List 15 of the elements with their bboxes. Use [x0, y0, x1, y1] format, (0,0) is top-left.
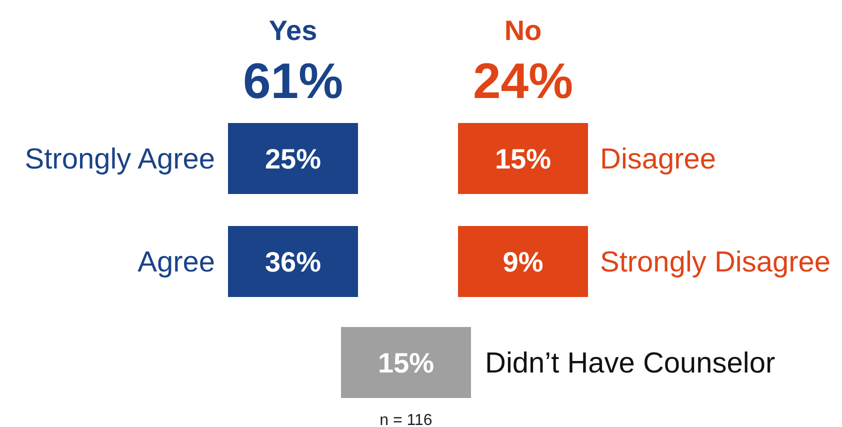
data-label: 15%: [378, 348, 434, 378]
data-label: 9%: [502, 246, 544, 278]
data-label: 15%: [494, 144, 552, 174]
data-label: 25%: [264, 144, 322, 174]
category-label: Agree: [138, 246, 215, 278]
category-label: Strongly Agree: [24, 144, 215, 176]
text: No: [504, 15, 542, 46]
text: 61%: [242, 53, 344, 109]
data-label: 36%: [264, 246, 322, 278]
text: Yes: [268, 15, 318, 46]
category-label: Strongly Disagree: [600, 246, 830, 278]
category-label: Disagree: [600, 144, 716, 176]
text: n = 116: [380, 412, 432, 427]
text: 24%: [472, 53, 574, 109]
category-label: Didn’t Have Counselor: [485, 348, 776, 380]
